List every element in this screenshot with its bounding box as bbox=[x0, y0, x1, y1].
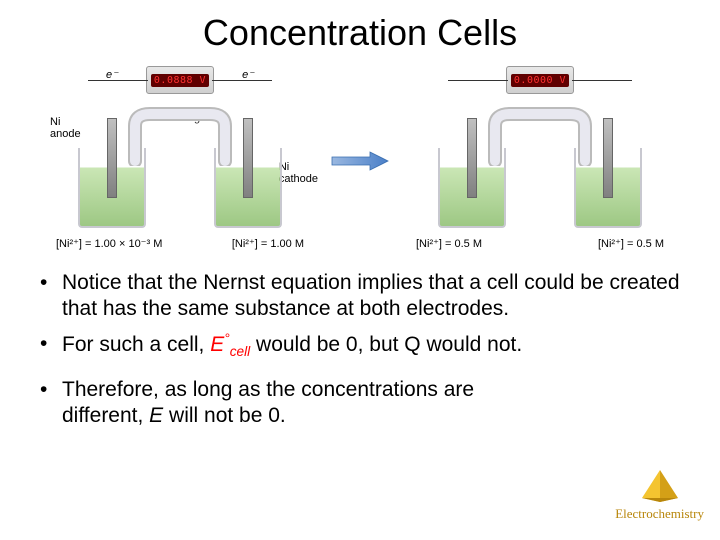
beaker-left-anode bbox=[78, 148, 146, 228]
voltmeter-left: 0.0888 V bbox=[146, 66, 214, 94]
bullet-1-text: Notice that the Nernst equation implies … bbox=[62, 270, 680, 321]
right-cell-setup: 0.0000 V [Ni²⁺] = 0.5 M [Ni²⁺] = 0.5 M bbox=[410, 66, 670, 256]
electrode-cathode bbox=[243, 118, 253, 198]
beaker-right-cathode bbox=[574, 148, 642, 228]
conc-left-anode: [Ni²⁺] = 1.00 × 10⁻³ M bbox=[56, 237, 162, 250]
pyramid-icon bbox=[638, 468, 682, 504]
left-cell-setup: 0.0888 V e⁻ e⁻ Nianode Nicathode Salt br… bbox=[50, 66, 310, 256]
footer-label: Electrochemistry bbox=[615, 506, 704, 522]
wire-left-r bbox=[448, 80, 508, 81]
cathode-label: Nicathode bbox=[279, 161, 318, 185]
ecell-E: E bbox=[210, 333, 224, 356]
electron-label-left: e⁻ bbox=[106, 68, 118, 81]
conc-right-anode: [Ni²⁺] = 0.5 M bbox=[416, 237, 482, 250]
ecell-symbol: E°cell bbox=[210, 333, 250, 356]
last-row: • Therefore, as long as the concentratio… bbox=[0, 371, 720, 430]
bullet-2-text: For such a cell, E°cell would be 0, but … bbox=[62, 331, 680, 361]
diagrams-container: 0.0888 V e⁻ e⁻ Nianode Nicathode Salt br… bbox=[0, 66, 720, 256]
bullet-3: • Therefore, as long as the concentratio… bbox=[40, 377, 680, 430]
b3-E: E bbox=[149, 404, 163, 427]
page-title: Concentration Cells bbox=[0, 0, 720, 54]
voltmeter-right: 0.0000 V bbox=[506, 66, 574, 94]
bullet-3-text: Therefore, as long as the concentrations… bbox=[62, 377, 542, 430]
bullet-dot: • bbox=[40, 270, 62, 321]
beaker-right-anode bbox=[438, 148, 506, 228]
anode-label: Nianode bbox=[50, 116, 81, 140]
footer: Electrochemistry bbox=[615, 468, 704, 522]
bullet-dot: • bbox=[40, 331, 62, 361]
bullet-list: • Notice that the Nernst equation implie… bbox=[0, 256, 720, 361]
ecell-sub: cell bbox=[230, 344, 250, 359]
wire-right-r bbox=[572, 80, 632, 81]
electrode-r2 bbox=[603, 118, 613, 198]
b2-pre: For such a cell, bbox=[62, 333, 210, 356]
conc-right-cathode: [Ni²⁺] = 0.5 M bbox=[598, 237, 664, 250]
electrode-anode bbox=[107, 118, 117, 198]
beaker-left-cathode bbox=[214, 148, 282, 228]
electrode-r1 bbox=[467, 118, 477, 198]
b2-post: would be 0, but Q would not. bbox=[250, 333, 522, 356]
conc-left-cathode: [Ni²⁺] = 1.00 M bbox=[232, 237, 304, 250]
bullet-dot: • bbox=[40, 377, 62, 430]
electron-label-right: e⁻ bbox=[242, 68, 254, 81]
wire-left bbox=[88, 80, 148, 81]
voltmeter-reading-left: 0.0888 V bbox=[151, 74, 209, 87]
bullet-2: • For such a cell, E°cell would be 0, bu… bbox=[40, 331, 680, 361]
b3-post: will not be 0. bbox=[163, 404, 286, 427]
voltmeter-reading-right: 0.0000 V bbox=[511, 74, 569, 87]
bullet-1: • Notice that the Nernst equation implie… bbox=[40, 270, 680, 321]
transition-arrow bbox=[330, 149, 390, 173]
